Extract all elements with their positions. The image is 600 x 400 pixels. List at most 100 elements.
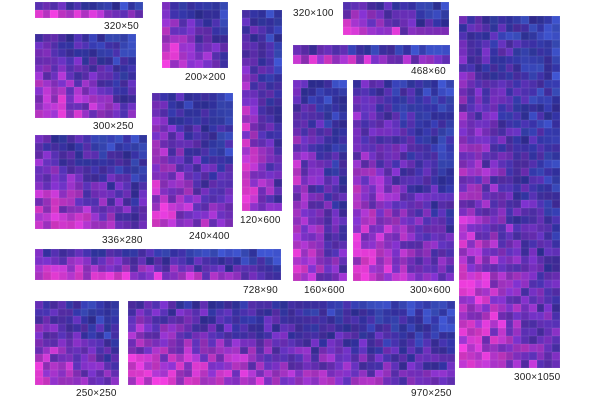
mosaic-tile <box>474 120 483 128</box>
mosaic-tile <box>215 346 224 355</box>
mosaic-tile <box>207 346 216 355</box>
mosaic-tile <box>139 166 147 175</box>
mosaic-tile <box>513 344 522 352</box>
mosaic-tile <box>353 160 361 169</box>
mosaic-tile <box>300 128 309 137</box>
mosaic-tile <box>250 170 258 179</box>
mosaic-tile <box>497 280 506 288</box>
mosaic-tile <box>407 104 416 113</box>
mosaic-tile <box>81 95 90 103</box>
mosaic-tile <box>431 301 440 309</box>
mosaic-tile <box>242 170 250 179</box>
mosaic-tile <box>160 93 169 101</box>
mosaic-tile <box>415 224 423 233</box>
mosaic-tile <box>111 377 119 385</box>
mosaic-tile <box>474 360 483 368</box>
mosaic-tile <box>239 362 248 370</box>
mosaic-tile <box>399 301 408 309</box>
mosaic-tile <box>35 64 43 73</box>
mosaic-tile <box>422 216 431 225</box>
mosaic-tile <box>482 40 491 48</box>
mosaic-tile <box>423 323 432 332</box>
mosaic-tile <box>247 377 256 385</box>
mosaic-tile <box>331 128 340 137</box>
mosaic-tile <box>552 32 560 40</box>
mosaic-tile <box>505 320 514 328</box>
mosaic-tile <box>73 301 81 309</box>
mosaic-tile <box>167 369 176 378</box>
mosaic-tile <box>231 377 240 385</box>
mosaic-tile <box>131 182 139 190</box>
mosaic-tile <box>215 362 224 370</box>
mosaic-tile <box>263 323 272 332</box>
mosaic-tile <box>497 72 506 80</box>
mosaic-tile <box>474 80 483 88</box>
mosaic-tile <box>446 168 454 177</box>
mosaic-tile <box>50 339 58 347</box>
mosaic-tile <box>513 248 522 256</box>
mosaic-tile <box>474 128 483 136</box>
mosaic-tile <box>279 354 288 363</box>
mosaic-tile <box>120 102 129 111</box>
mosaic-tile <box>73 339 81 347</box>
mosaic-tile <box>319 362 328 370</box>
mosaic-tile <box>474 112 483 120</box>
mosaic-tile <box>167 346 176 355</box>
mosaic-tile <box>128 331 136 340</box>
mosaic-tile <box>258 26 266 35</box>
mosaic-tile <box>223 377 232 385</box>
mosaic-tile <box>300 248 309 257</box>
mosaic-tile <box>384 128 392 137</box>
mosaic-tile <box>431 339 440 347</box>
mosaic-tile <box>513 40 522 48</box>
mosaic-tile <box>368 232 377 241</box>
mosaic-tile <box>279 346 288 355</box>
mosaic-tile <box>106 264 115 273</box>
banner-label-120x600: 120×600 <box>240 215 281 226</box>
mosaic-tile <box>200 203 209 212</box>
mosaic-tile <box>521 264 529 272</box>
mosaic-tile <box>199 339 208 347</box>
mosaic-tile <box>528 48 537 56</box>
mosaic-tile <box>430 144 439 153</box>
mosaic-tile <box>544 64 553 72</box>
mosaic-tile <box>274 42 282 51</box>
mosaic-tile <box>242 162 250 171</box>
mosaic-tile <box>184 179 193 188</box>
mosaic-tile <box>399 120 408 129</box>
mosaic-tile <box>112 10 120 18</box>
mosaic-tile <box>490 344 498 352</box>
mosaic-tile <box>360 144 369 153</box>
mosaic-tile <box>255 354 264 363</box>
mosaic-tile <box>266 106 274 115</box>
mosaic-tile <box>528 88 537 96</box>
mosaic-tile <box>490 168 498 176</box>
mosaic-tile <box>35 102 43 111</box>
mosaic-tile <box>552 320 560 328</box>
mosaic-tile <box>80 346 89 355</box>
mosaic-tile <box>195 2 204 11</box>
mosaic-tile <box>439 354 448 363</box>
mosaic-tile <box>497 192 506 200</box>
mosaic-tile <box>466 176 475 184</box>
mosaic-tile <box>368 240 377 249</box>
mosaic-tile <box>300 272 309 281</box>
mosaic-tile <box>513 296 522 304</box>
mosaic-tile <box>536 32 545 40</box>
mosaic-tile <box>384 136 392 145</box>
mosaic-tile <box>490 72 498 80</box>
mosaic-tile <box>399 369 408 378</box>
mosaic-tile <box>176 203 185 212</box>
mosaic-tile <box>51 182 59 190</box>
mosaic-tile <box>552 224 560 232</box>
mosaic-tile <box>466 64 475 72</box>
mosaic-tile <box>343 18 352 27</box>
mosaic-tile <box>544 184 553 192</box>
banner-250x250 <box>35 301 119 385</box>
mosaic-tile <box>65 346 74 355</box>
mosaic-tile <box>104 102 113 111</box>
mosaic-tile <box>513 160 522 168</box>
mosaic-tile <box>89 79 98 88</box>
mosaic-tile <box>379 45 388 55</box>
mosaic-tile <box>513 312 522 320</box>
